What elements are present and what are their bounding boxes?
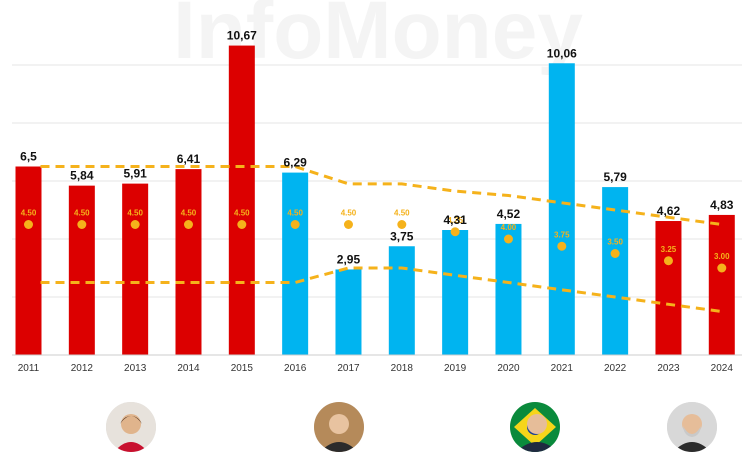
x-tick-2024: 2024 <box>711 363 734 374</box>
x-tick-2014: 2014 <box>177 363 200 374</box>
target-label-2024: 3.00 <box>714 252 730 261</box>
bar-2017 <box>335 269 362 355</box>
target-dot-2020 <box>503 234 513 244</box>
target-label-2015: 4.50 <box>234 209 250 218</box>
upper-tolerance-line <box>40 165 723 226</box>
x-tick-2018: 2018 <box>391 363 414 374</box>
bars <box>15 45 735 355</box>
value-label-2020: 4,52 <box>497 207 521 221</box>
x-tick-2011: 2011 <box>18 363 40 374</box>
target-label-2012: 4.50 <box>74 209 90 218</box>
x-tick-2017: 2017 <box>337 363 360 374</box>
value-label-2013: 5,91 <box>123 167 147 181</box>
target-dot-2011 <box>24 220 33 229</box>
x-tick-2020: 2020 <box>497 363 520 374</box>
gridlines <box>12 64 742 298</box>
value-labels: 6,5 5,84 5,91 6,41 10,67 6,29 2,95 3,75 4,31 4,52… <box>20 29 734 267</box>
value-label-2014: 6,41 <box>177 152 201 166</box>
target-dot-2013 <box>130 220 140 229</box>
value-label-2021: 10,06 <box>547 46 577 60</box>
target-label-2014: 4.50 <box>181 209 197 218</box>
target-dot-2024 <box>717 263 727 273</box>
bar-2019 <box>442 230 469 355</box>
president-portrait-4 <box>667 402 717 452</box>
value-label-2016: 6,29 <box>283 156 307 170</box>
value-label-2011: 6,5 <box>20 150 37 164</box>
target-label-2018: 4.50 <box>394 209 410 218</box>
target-label-2020: 4.00 <box>501 223 517 232</box>
x-tick-2015: 2015 <box>231 363 254 374</box>
bar-2013 <box>122 183 149 355</box>
target-label-2022: 3.50 <box>607 238 623 247</box>
bar-2024 <box>708 214 735 355</box>
target-dot-2012 <box>77 220 87 229</box>
target-dot-2023 <box>663 256 673 266</box>
value-label-2024: 4,83 <box>710 198 734 212</box>
target-dot-2014 <box>183 220 193 229</box>
target-label-2016: 4.50 <box>287 209 303 218</box>
target-dot-2017 <box>343 220 353 229</box>
bar-2018 <box>388 246 415 355</box>
value-label-2023: 4,62 <box>657 204 681 218</box>
bar-2014 <box>175 169 202 355</box>
target-dot-2016 <box>290 220 300 229</box>
x-axis-ticks: 2011 2012 2013 2014 2015 2016 2017 2018 2019 2020… <box>18 363 734 374</box>
value-label-2015: 10,67 <box>227 29 257 43</box>
bar-2015 <box>228 45 255 355</box>
target-dot-2022 <box>610 249 620 258</box>
x-tick-2019: 2019 <box>444 363 467 374</box>
bar-2021 <box>548 63 575 355</box>
bar-2012 <box>68 185 95 355</box>
target-label-2013: 4.50 <box>127 209 143 218</box>
tolerance-bands <box>40 165 723 313</box>
target-dot-2015 <box>237 220 247 229</box>
bar-2022 <box>602 187 629 355</box>
x-tick-2022: 2022 <box>604 363 627 374</box>
bar-2023 <box>655 221 682 355</box>
target-label-2023: 3.25 <box>661 245 677 254</box>
target-label-2019: 4.25 <box>447 216 463 225</box>
target-label-2011: 4.50 <box>21 209 37 218</box>
bar-2020 <box>495 223 522 355</box>
value-label-2018: 3,75 <box>390 229 414 243</box>
x-tick-2016: 2016 <box>284 363 307 374</box>
target-dot-2018 <box>397 220 407 229</box>
lower-tolerance-line <box>40 266 723 313</box>
x-tick-2023: 2023 <box>657 363 680 374</box>
bar-2016 <box>282 172 309 355</box>
value-label-2019: 4,31 <box>443 213 467 227</box>
target-dot-2021 <box>557 241 567 251</box>
value-label-2017: 2,95 <box>337 252 361 266</box>
x-tick-2012: 2012 <box>71 363 94 374</box>
target-markers: 4.50 4.50 4.50 4.50 4.50 4.50 4.50 4.50 4.25 4.00… <box>21 209 730 273</box>
president-portrait-3 <box>510 402 560 452</box>
target-dot-2019 <box>450 227 460 237</box>
value-label-2012: 5,84 <box>70 169 94 183</box>
bar-2011 <box>15 166 42 355</box>
x-tick-2013: 2013 <box>124 363 147 374</box>
president-portrait-2 <box>314 402 364 452</box>
value-label-2022: 5,79 <box>603 170 627 184</box>
president-portrait-1 <box>106 402 156 452</box>
x-tick-2021: 2021 <box>551 363 574 374</box>
target-label-2021: 3.75 <box>554 230 570 239</box>
target-label-2017: 4.50 <box>341 209 357 218</box>
